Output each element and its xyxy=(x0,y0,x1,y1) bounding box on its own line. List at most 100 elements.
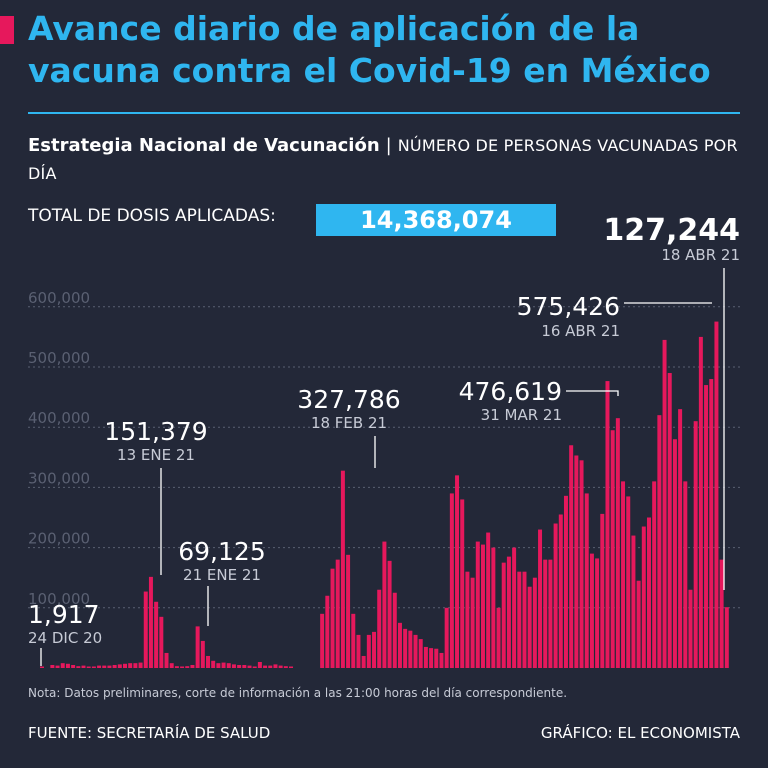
total-doses-label: TOTAL DE DOSIS APLICADAS: xyxy=(28,206,276,226)
chart-bar xyxy=(527,586,532,668)
title-rule xyxy=(28,112,740,114)
chart-bar xyxy=(143,591,148,668)
chart-bar xyxy=(626,496,631,668)
chart-bar xyxy=(704,385,709,668)
chart-bar xyxy=(117,664,122,668)
chart-bar xyxy=(159,616,164,668)
subtitle: Estrategia Nacional de Vacunación | NÚMERO… xyxy=(28,132,748,188)
chart-bar xyxy=(532,577,537,668)
chart-bar xyxy=(138,662,143,668)
chart-bar xyxy=(543,559,548,668)
chart-bar xyxy=(40,666,44,668)
annotation-value: 151,379 xyxy=(104,417,207,446)
chart-bar xyxy=(506,556,511,668)
chart-bar xyxy=(672,439,677,668)
chart-bar xyxy=(662,339,667,668)
annotation-leader-line xyxy=(566,390,619,396)
chart-bar xyxy=(657,415,662,668)
chart-bar xyxy=(206,655,211,668)
chart-bar xyxy=(501,562,506,668)
y-tick-label: 600,000 xyxy=(28,289,90,307)
annotation-value: 476,619 xyxy=(459,377,562,406)
chart-bar xyxy=(392,592,397,668)
chart-bar xyxy=(636,580,641,668)
chart-bar xyxy=(221,662,226,668)
chart-bar xyxy=(387,560,392,668)
chart-bar xyxy=(693,421,698,668)
chart-bar xyxy=(320,613,325,668)
annotation-date: 18 ABR 21 xyxy=(661,246,740,264)
chart-bar xyxy=(340,470,345,668)
chart-bar xyxy=(465,571,470,668)
chart-bar xyxy=(50,664,55,668)
chart-bar xyxy=(247,665,252,668)
chart-bar xyxy=(724,607,729,668)
y-tick-label: 400,000 xyxy=(28,409,90,427)
chart-bar xyxy=(112,664,117,668)
chart-bar xyxy=(418,639,423,668)
chart-bar xyxy=(361,655,366,668)
annotation-value: 575,426 xyxy=(517,292,620,321)
total-doses-value: 14,368,074 xyxy=(316,204,556,236)
chart-bar xyxy=(195,626,200,668)
annotation-date: 13 ENE 21 xyxy=(117,446,195,464)
chart-bar xyxy=(330,568,335,668)
chart-bar xyxy=(180,666,185,668)
chart-bar xyxy=(133,663,138,668)
chart-bar xyxy=(517,571,522,668)
chart-bar xyxy=(403,628,408,668)
y-tick-label: 200,000 xyxy=(28,530,90,548)
chart-bar xyxy=(268,665,273,668)
chart-bar xyxy=(65,663,70,668)
annotation-value: 127,244 xyxy=(603,213,740,248)
chart-bar xyxy=(97,665,102,668)
chart-bar xyxy=(154,601,159,668)
chart-bar xyxy=(641,526,646,668)
chart-bar xyxy=(278,665,283,668)
chart-bar xyxy=(413,634,418,668)
chart-bar xyxy=(211,660,216,668)
chart-bar xyxy=(231,664,236,668)
chart-bar xyxy=(174,666,179,668)
chart-bar xyxy=(325,595,330,668)
chart-bar xyxy=(397,622,402,668)
chart-bar xyxy=(356,634,361,668)
chart-bar xyxy=(709,379,714,668)
chart-bar xyxy=(123,663,127,668)
chart-bar xyxy=(714,321,719,668)
chart-bar xyxy=(335,559,340,668)
y-tick-label: 500,000 xyxy=(28,349,90,367)
chart-bar xyxy=(719,559,724,668)
footer-source: FUENTE: SECRETARÍA DE SALUD xyxy=(28,724,271,742)
chart-bar xyxy=(190,664,195,668)
chart-bar xyxy=(455,475,460,668)
chart-bar xyxy=(646,517,651,668)
chart-bar xyxy=(615,418,620,668)
chart-bar xyxy=(558,514,563,668)
chart-bar xyxy=(548,559,553,668)
chart-bar xyxy=(621,481,626,668)
chart-bar xyxy=(216,663,221,668)
subtitle-strategy: Estrategia Nacional de Vacunación xyxy=(28,135,380,156)
chart-bars xyxy=(40,321,729,668)
footer-credit: GRÁFICO: EL ECONOMISTA xyxy=(540,724,740,742)
chart-bar xyxy=(449,493,454,668)
annotation-date: 16 ABR 21 xyxy=(541,322,620,340)
chart-bar xyxy=(480,544,485,668)
chart-bar xyxy=(60,663,65,668)
chart-bar xyxy=(444,607,449,668)
chart-bar xyxy=(107,665,112,668)
chart-bar xyxy=(486,532,491,668)
chart-bar xyxy=(185,666,190,668)
chart-bar xyxy=(226,663,231,668)
chart-bar xyxy=(605,381,610,668)
chart-bar xyxy=(76,666,81,668)
subtitle-separator: | xyxy=(385,135,392,156)
chart-bar xyxy=(460,499,465,668)
chart-bar xyxy=(595,558,600,668)
chart-bar xyxy=(382,541,387,668)
y-tick-label: 100,000 xyxy=(28,590,90,608)
accent-bar xyxy=(0,16,14,44)
annotation-date: 24 DIC 20 xyxy=(28,629,102,647)
